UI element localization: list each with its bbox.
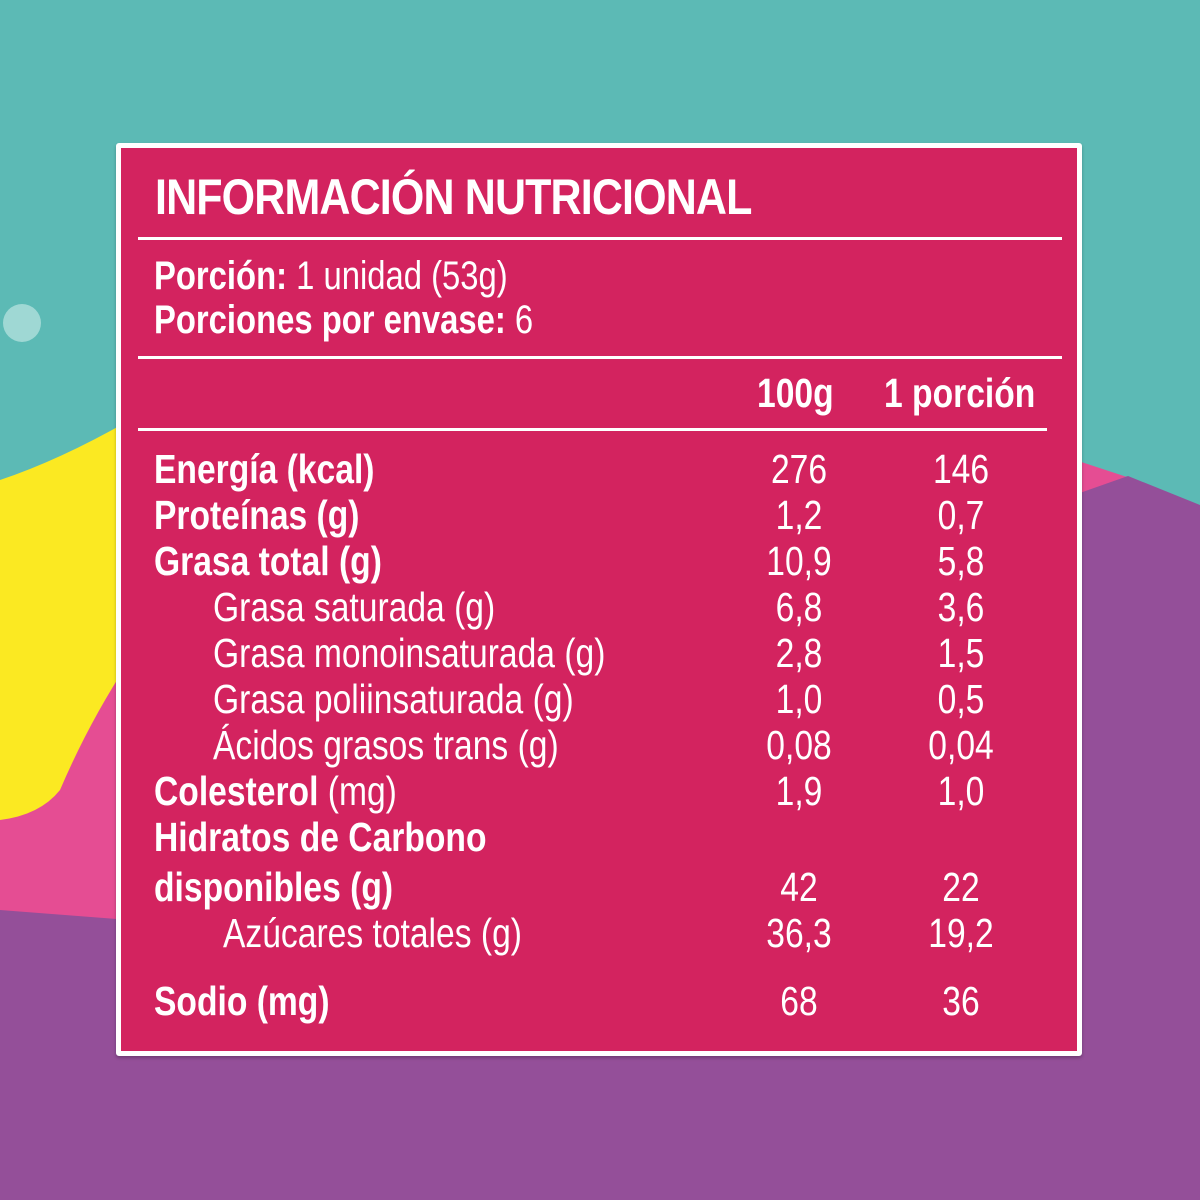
value-per-100g: 1,9 <box>775 768 823 814</box>
value-per-portion: 22 <box>942 864 980 910</box>
portion-label: Porción: <box>154 254 288 298</box>
value-per-100g: 276 <box>770 446 828 492</box>
decorative-dot <box>3 304 41 342</box>
value-per-portion: 0,5 <box>937 676 985 722</box>
table-row: Grasa poliinsaturada (g) 1,0 0,5 <box>121 676 1077 722</box>
nutrient-name: Azúcares totales (g) <box>223 910 522 956</box>
nutrient-name: Colesterol (mg) <box>154 768 397 814</box>
table-row: Grasa total (g) 10,9 5,8 <box>121 538 1077 584</box>
value-per-100g: 0,08 <box>766 722 832 768</box>
table-row: Ácidos grasos trans (g) 0,08 0,04 <box>121 722 1077 768</box>
nutrient-name: disponibles (g) <box>154 864 394 910</box>
column-header-portion: 1 porción <box>884 370 1036 416</box>
value-per-100g: 68 <box>780 978 818 1024</box>
panel-title: INFORMACIÓN NUTRICIONAL <box>155 169 752 225</box>
serving-info: Porción: 1 unidad (53g) Porciones por en… <box>154 254 533 342</box>
value-per-portion: 146 <box>932 446 990 492</box>
table-row: Azúcares totales (g) 36,3 19,2 <box>121 910 1077 956</box>
divider <box>138 237 1062 240</box>
value-per-100g: 10,9 <box>766 538 832 584</box>
value-per-portion: 0,04 <box>928 722 994 768</box>
divider <box>138 356 1062 359</box>
table-row: Sodio (mg) 68 36 <box>121 978 1077 1024</box>
table-row: disponibles (g) 42 22 <box>121 864 1077 910</box>
table-row: Energía (kcal) 276 146 <box>121 446 1077 492</box>
value-per-portion: 5,8 <box>937 538 985 584</box>
nutrition-facts-panel: INFORMACIÓN NUTRICIONAL Porción: 1 unida… <box>116 143 1082 1056</box>
nutrient-name: Grasa total (g) <box>154 538 382 584</box>
divider <box>138 428 1047 431</box>
nutrient-name: Hidratos de Carbono <box>154 814 487 860</box>
value-per-portion: 19,2 <box>928 910 994 956</box>
portion-value: 1 unidad (53g) <box>287 254 508 298</box>
nutrient-name: Grasa saturada (g) <box>213 584 496 630</box>
servings-value: 6 <box>505 298 534 342</box>
nutrient-name: Grasa monoinsaturada (g) <box>213 630 606 676</box>
nutrient-name: Sodio (mg) <box>154 978 330 1024</box>
nutrient-unit: (mg) <box>318 768 397 814</box>
value-per-portion: 3,6 <box>937 584 985 630</box>
value-per-100g: 2,8 <box>775 630 823 676</box>
table-row: Grasa monoinsaturada (g) 2,8 1,5 <box>121 630 1077 676</box>
column-header-100g: 100g <box>757 370 834 416</box>
nutrient-name: Proteínas (g) <box>154 492 360 538</box>
nutrient-name: Grasa poliinsaturada (g) <box>213 676 574 722</box>
value-per-100g: 42 <box>780 864 818 910</box>
value-per-100g: 1,2 <box>775 492 823 538</box>
table-row: Grasa saturada (g) 6,8 3,6 <box>121 584 1077 630</box>
value-per-portion: 1,5 <box>937 630 985 676</box>
nutrient-name: Ácidos grasos trans (g) <box>213 722 559 768</box>
nutrient-name-bold: Colesterol <box>154 768 319 814</box>
value-per-100g: 36,3 <box>766 910 832 956</box>
table-row: Proteínas (g) 1,2 0,7 <box>121 492 1077 538</box>
table-row: Colesterol (mg) 1,9 1,0 <box>121 768 1077 814</box>
value-per-100g: 6,8 <box>775 584 823 630</box>
nutrient-name: Energía (kcal) <box>154 446 375 492</box>
table-row: Hidratos de Carbono <box>121 814 1077 860</box>
value-per-portion: 0,7 <box>937 492 985 538</box>
value-per-100g: 1,0 <box>775 676 823 722</box>
servings-label: Porciones por envase: <box>154 298 506 342</box>
value-per-portion: 1,0 <box>937 768 985 814</box>
value-per-portion: 36 <box>942 978 980 1024</box>
